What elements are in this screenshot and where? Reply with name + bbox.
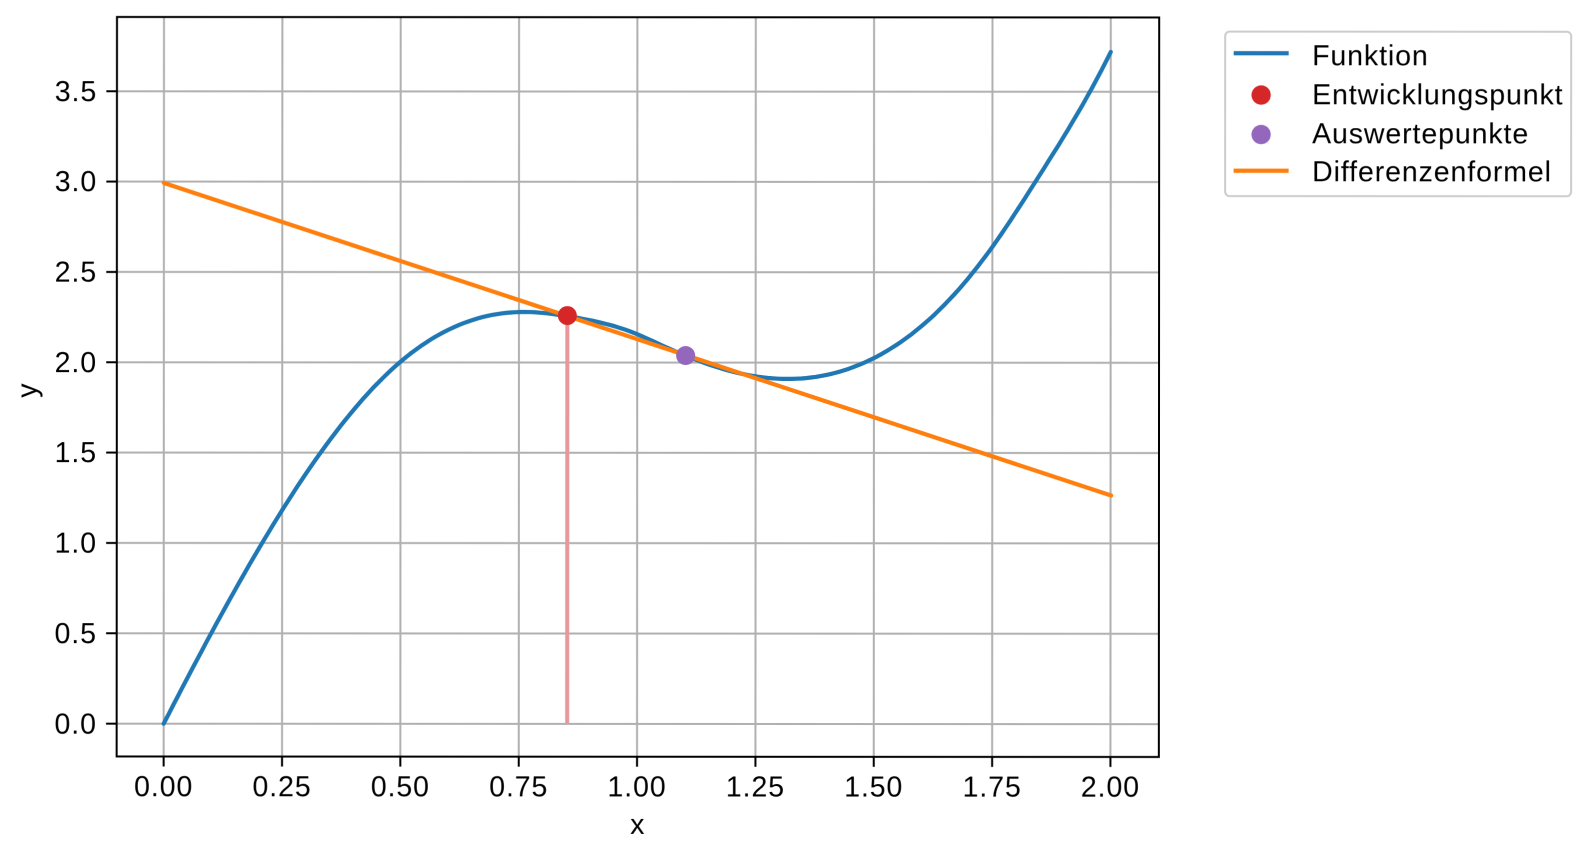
svg-text:1.0: 1.0	[55, 528, 97, 560]
svg-text:2.5: 2.5	[55, 257, 97, 289]
svg-text:0.0: 0.0	[55, 708, 97, 740]
svg-text:0.25: 0.25	[252, 771, 311, 803]
svg-text:1.75: 1.75	[963, 772, 1022, 804]
svg-text:x: x	[630, 809, 645, 841]
svg-text:Entwicklungspunkt: Entwicklungspunkt	[1312, 79, 1563, 111]
svg-text:Funktion: Funktion	[1312, 40, 1429, 72]
svg-text:1.25: 1.25	[726, 771, 785, 803]
svg-text:2.00: 2.00	[1081, 772, 1140, 804]
svg-text:Auswertepunkte: Auswertepunkte	[1312, 118, 1529, 150]
svg-text:1.5: 1.5	[55, 437, 97, 469]
svg-text:0.00: 0.00	[134, 771, 193, 803]
svg-text:2.0: 2.0	[55, 347, 97, 379]
svg-text:Differenzenformel: Differenzenformel	[1312, 156, 1552, 188]
svg-text:0.75: 0.75	[489, 771, 548, 803]
svg-text:3.5: 3.5	[55, 76, 97, 108]
svg-text:3.0: 3.0	[55, 166, 97, 198]
svg-text:y: y	[11, 383, 43, 398]
svg-text:0.5: 0.5	[55, 618, 97, 650]
svg-text:1.50: 1.50	[844, 772, 903, 804]
svg-text:1.00: 1.00	[607, 771, 666, 803]
svg-text:0.50: 0.50	[371, 771, 430, 803]
